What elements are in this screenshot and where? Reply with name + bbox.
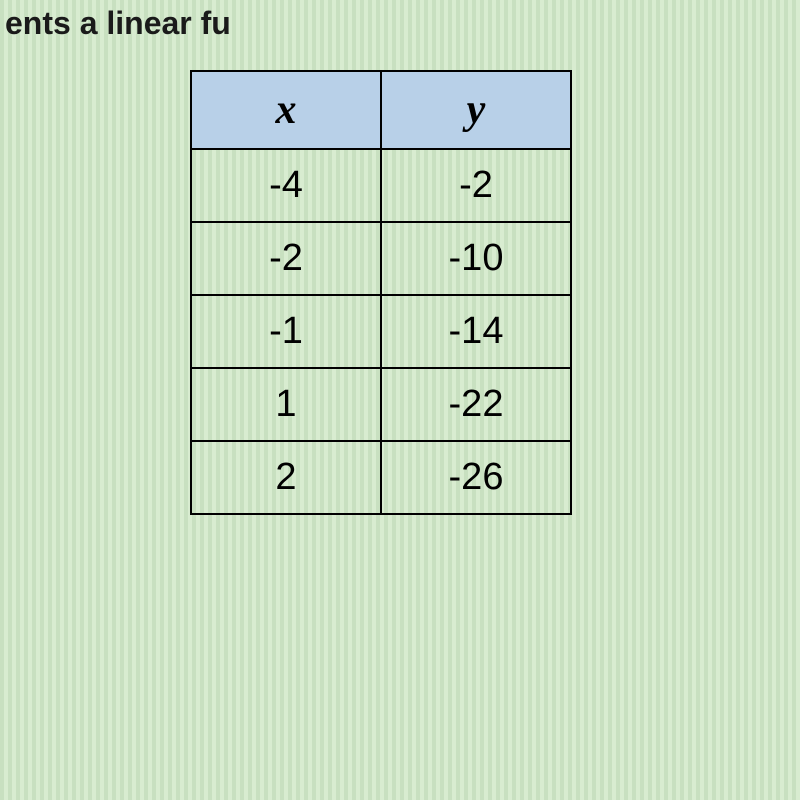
column-header-y: y — [381, 71, 571, 149]
cell-x: -4 — [191, 149, 381, 222]
cell-y: -2 — [381, 149, 571, 222]
column-header-x: x — [191, 71, 381, 149]
table-row: -4 -2 — [191, 149, 571, 222]
table-row: 1 -22 — [191, 368, 571, 441]
cell-y: -14 — [381, 295, 571, 368]
xy-data-table: x y -4 -2 -2 -10 -1 -14 1 -22 2 — [190, 70, 572, 515]
table-row: -2 -10 — [191, 222, 571, 295]
data-table-container: x y -4 -2 -2 -10 -1 -14 1 -22 2 — [190, 70, 572, 515]
table-header-row: x y — [191, 71, 571, 149]
cell-x: -2 — [191, 222, 381, 295]
cell-x: -1 — [191, 295, 381, 368]
partial-heading-text: ents a linear fu — [0, 0, 260, 42]
cell-y: -10 — [381, 222, 571, 295]
table-row: 2 -26 — [191, 441, 571, 514]
cell-y: -26 — [381, 441, 571, 514]
cell-x: 1 — [191, 368, 381, 441]
cell-y: -22 — [381, 368, 571, 441]
cell-x: 2 — [191, 441, 381, 514]
table-row: -1 -14 — [191, 295, 571, 368]
